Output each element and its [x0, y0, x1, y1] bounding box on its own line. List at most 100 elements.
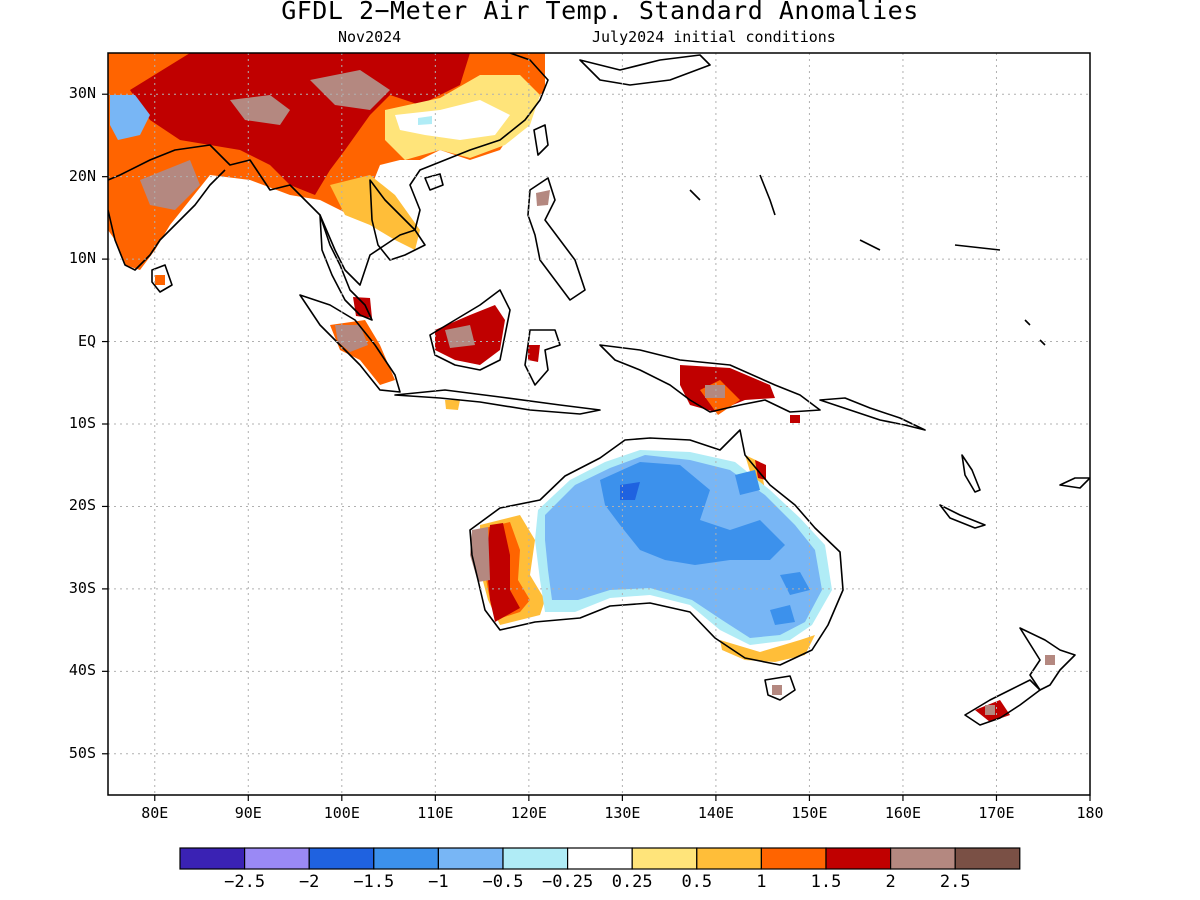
sumatra-coastline	[299, 294, 401, 393]
colorbar-swatch	[308, 847, 375, 870]
lat-label: 10S	[68, 414, 96, 432]
sri-lanka-anomaly	[155, 275, 165, 285]
java-coastline	[394, 389, 601, 415]
australia-cool-patch	[735, 470, 760, 495]
nz-south-coastline	[964, 679, 1041, 726]
colorbar-label: 1.5	[810, 872, 842, 892]
lon-label: 130E	[604, 804, 641, 822]
australia-coastline	[469, 429, 844, 666]
lon-label: 120E	[510, 804, 547, 822]
lat-label: 30S	[68, 578, 96, 597]
colorbar	[179, 847, 1021, 870]
sulawesi-coastline	[524, 329, 561, 386]
japan-coastline	[579, 54, 711, 86]
sumatra-peak	[335, 325, 368, 352]
java-anomaly	[445, 400, 460, 410]
lon-label: 170E	[978, 804, 1015, 822]
colorbar-swatch	[631, 847, 698, 870]
lon-label: 140E	[697, 804, 734, 822]
colorbar-label: 1	[756, 872, 767, 892]
lat-label: 30N	[68, 84, 96, 103]
colorbar-swatch	[566, 847, 633, 870]
colorbar-swatch	[889, 847, 956, 870]
australia-southeast-anomaly	[720, 635, 815, 662]
lon-label: 80E	[141, 804, 169, 822]
australia-peak-anomaly	[470, 527, 490, 582]
china-neutral	[395, 100, 510, 140]
colorbar-swatch	[502, 847, 569, 870]
nz-north-coastline	[1019, 627, 1076, 691]
lat-label: 20N	[68, 166, 96, 185]
nz-peak	[985, 705, 995, 715]
colorbar-label: −2	[298, 872, 320, 892]
colorbar-swatch	[696, 847, 762, 870]
taiwan-coastline	[533, 124, 549, 156]
map-title: GFDL 2−Meter Air Temp. Standard Anomalie…	[281, 0, 919, 25]
lon-label: 160E	[884, 804, 921, 822]
australia-east-peak	[755, 460, 766, 480]
lon-label: 100E	[323, 804, 360, 822]
tibet-cool-anomaly	[110, 95, 150, 140]
new-caledonia-coastline	[939, 504, 986, 529]
colorbar-swatch	[437, 847, 504, 870]
micronesia-islands	[689, 174, 1046, 346]
malay-peninsula-coastline	[319, 214, 373, 321]
colorbar-swatch	[244, 847, 310, 870]
asia-peak-anomaly	[230, 95, 290, 125]
asia-peak-anomaly	[310, 70, 390, 110]
sulawesi-anomaly	[528, 345, 540, 362]
initial-conditions: July2024 initial conditions	[592, 28, 836, 46]
coastlines	[108, 53, 1090, 726]
australia-cool-core	[620, 482, 640, 500]
lat-label: EQ	[77, 331, 96, 350]
colorbar-swatch	[179, 847, 246, 870]
philippines-anomaly	[536, 190, 550, 206]
lat-label: 40S	[68, 661, 96, 680]
colorbar-label: 0.5	[681, 872, 713, 892]
borneo-peak	[445, 325, 475, 348]
sri-lanka-coastline	[151, 264, 173, 293]
fiji-coastline	[1059, 477, 1090, 489]
vanuatu-coastline	[961, 454, 981, 493]
tasmania-anomaly	[772, 685, 782, 695]
lon-label: 110E	[417, 804, 454, 822]
lat-label: 10N	[68, 249, 96, 268]
australia-cool-patch	[770, 605, 795, 625]
solomon-coastline	[819, 397, 926, 431]
colorbar-label: 2	[885, 872, 896, 892]
colorbar-label: −0.25	[542, 872, 594, 892]
asia-coastline	[108, 53, 549, 286]
lon-label: 150E	[791, 804, 828, 822]
solomon-anomaly	[790, 415, 800, 423]
lon-label: 180	[1076, 804, 1104, 822]
australia-strong-anomaly	[486, 523, 520, 622]
colorbar-swatch	[373, 847, 439, 870]
tasmania-coastline	[764, 675, 796, 701]
lat-label: 20S	[68, 496, 96, 515]
anomaly-fields	[108, 53, 1055, 722]
colorbar-label: −1.5	[353, 872, 395, 892]
australia-strong-cool	[600, 462, 785, 565]
new-guinea-coastline	[599, 344, 821, 413]
china-cool-spot	[418, 116, 432, 125]
borneo-coastline	[429, 289, 511, 371]
colorbar-label: −1	[428, 872, 449, 892]
india-coastline	[108, 169, 226, 271]
hainan-coastline	[424, 173, 444, 191]
colorbar-label: −0.5	[482, 872, 524, 892]
ticks	[102, 93, 1091, 801]
nz-north-anomaly	[1045, 655, 1055, 665]
forecast-month: Nov2024	[338, 28, 402, 46]
indochina-mild-anomaly	[330, 175, 420, 250]
colorbar-swatch	[954, 847, 1021, 870]
philippines-coastline	[527, 177, 586, 301]
lon-label: 90E	[234, 804, 262, 822]
colorbar-label: −2.5	[224, 872, 266, 892]
indochina-coastline	[369, 179, 426, 261]
colorbar-swatch	[825, 847, 892, 870]
colorbar-label: 0.25	[611, 872, 653, 892]
new-guinea-peak	[705, 385, 725, 398]
colorbar-label: 2.5	[939, 872, 971, 892]
colorbar-swatch	[760, 847, 827, 870]
